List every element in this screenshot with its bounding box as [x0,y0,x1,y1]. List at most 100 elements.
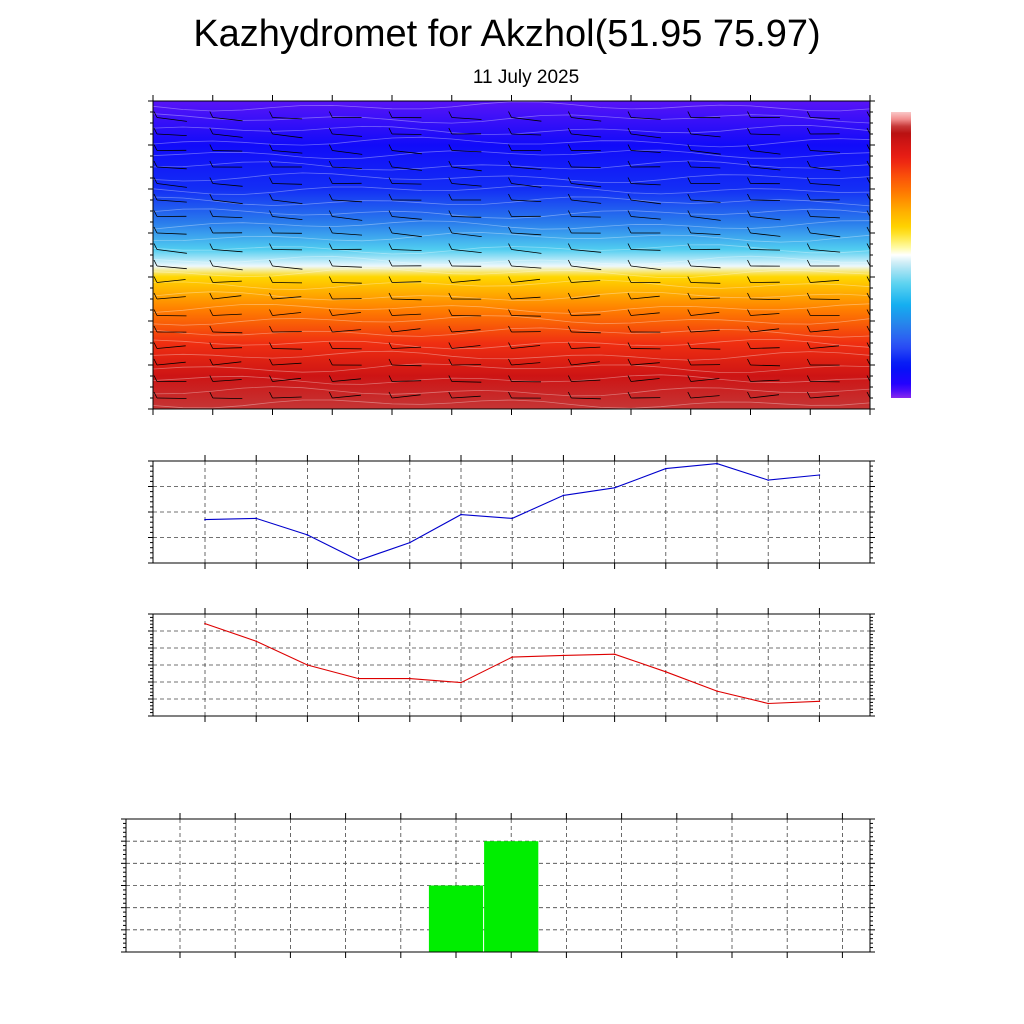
pmsl-point [665,467,667,470]
wind-barb-flag [388,243,393,250]
contour-line [153,136,870,148]
wind-barb-flag [448,276,453,283]
wind-barb-flag [627,111,632,118]
wind-barb-flag [209,177,214,184]
wind-barb-flag [687,243,692,250]
wind-barb-flag [153,127,158,135]
wind-barb [391,380,422,382]
wind-barb-flag [328,144,333,151]
contour-line [153,255,870,266]
temp2m-point [460,681,462,684]
temp2m-point [357,677,360,680]
wind-barb-flag [567,243,572,250]
wind-barb [511,166,542,170]
wind-barb [690,166,721,169]
wind-barb-flag [806,325,811,333]
wind-barb [451,216,482,218]
wind-barb-flag [627,391,632,399]
wind-barb-flag [627,226,632,234]
heatmap-field [153,101,870,409]
wind-barb-flag [388,226,393,234]
wind-barb-flag [209,342,214,349]
wind-barb-flag [627,193,632,201]
wind-barb-flag [567,276,572,283]
wind-barb [332,282,362,284]
wind-barb-flag [567,325,572,333]
wind-barb [156,361,186,366]
wind-barb-flag [153,144,158,151]
wind-barb [750,364,781,367]
wind-barb [690,395,720,399]
wind-barb [810,395,840,399]
temperature-colorbar [891,112,911,398]
contour-line [153,303,870,314]
wind-barb [511,199,542,202]
wind-barb-flag [567,111,572,118]
wind-barb-flag [508,177,512,184]
wind-barb [156,249,187,254]
wind-barb [750,347,780,349]
wind-barb [810,166,841,172]
wind-barb-flag [747,375,751,382]
wind-barb-flag [448,243,453,250]
wind-barb [571,117,602,122]
wind-barb-flag [627,127,632,135]
temp2m-point [716,690,718,692]
wind-barb [511,232,542,236]
contour-line [153,184,870,195]
wind-barb-flag [747,226,751,234]
contour-line [153,220,870,230]
wind-barb-flag [627,259,632,267]
wind-barb [690,378,720,382]
wind-barb [451,117,482,120]
wind-barb [391,394,421,399]
wind-barb-flag [687,375,692,382]
wind-barb-flag [153,391,158,399]
contour-line [153,149,870,160]
wind-barb-flag [747,193,751,201]
wind-barb [391,313,422,316]
wind-barb-flag [448,391,453,399]
contour-line [153,327,870,338]
precip-bar [428,885,484,952]
wind-barb-flag [448,325,453,333]
wind-barb-flag [388,144,393,151]
wind-barb-flag [388,375,393,382]
wind-barb [272,265,303,270]
wind-barb-flag [269,375,273,382]
wind-barb [332,216,363,221]
wind-barb [391,249,422,251]
wind-barb [511,296,541,300]
wind-barb-flag [508,226,512,234]
wind-barb-flag [687,358,692,366]
wind-barb [810,345,840,349]
wind-barb-flag [806,177,811,184]
wind-barb-flag [508,111,512,118]
page-subtitle: 11 July 2025 [473,67,579,88]
pmsl-point [767,479,769,481]
wind-barb-flag [209,210,214,217]
wind-barb [272,312,302,316]
wind-barb-flag [747,160,751,168]
wind-barb-flag [448,358,453,366]
wind-barb [156,279,186,283]
wind-barb-flag [508,325,512,333]
wind-barb [630,199,661,205]
wind-barb [156,345,186,349]
wind-barb [630,183,661,186]
wind-barb-flag [806,391,811,399]
wind-barb [690,133,721,138]
wind-barb [212,150,243,152]
contour-line [153,196,870,207]
wind-barb-flag [508,127,512,135]
wind-barb-flag [508,243,512,250]
wind-barb-flag [209,391,214,399]
wind-barb [391,346,422,349]
wind-barb-flag [448,342,453,349]
wind-barb [630,295,660,300]
wind-barb-flag [209,243,214,250]
wind-barb-flag [153,210,158,217]
wind-barb [272,377,302,382]
temp2m-point [409,677,411,680]
wind-barb-flag [153,375,158,382]
